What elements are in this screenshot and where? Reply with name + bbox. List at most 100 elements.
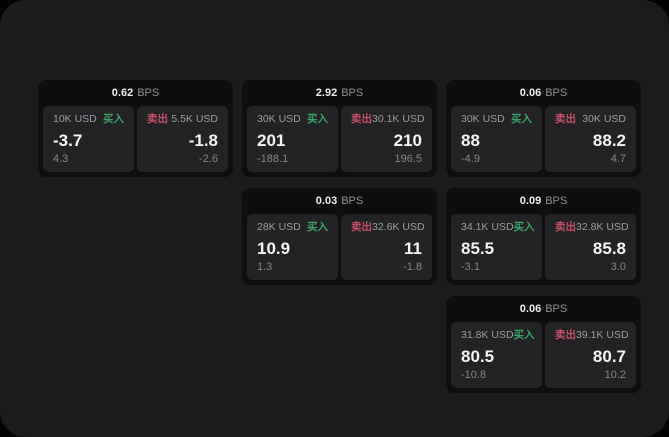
bps-unit: BPS xyxy=(137,86,160,99)
sell-quote-panel[interactable]: 卖出 32.8K USD 85.8 3.0 xyxy=(545,214,636,280)
buy-side-label: 买入 xyxy=(307,221,328,233)
buy-price: 80.5 xyxy=(461,346,495,366)
quote-card[interactable]: 0.62 BPS 10K USD 买入 -3.7 4.3 卖出 5.5K USD xyxy=(38,80,233,177)
buy-quote-panel[interactable]: 34.1K USD 买入 85.5 -3.1 xyxy=(451,214,542,280)
quote-card[interactable]: 0.03 BPS 28K USD 买入 10.9 1.3 卖出 32.6K US… xyxy=(242,188,437,285)
sell-side-label: 卖出 xyxy=(147,113,168,125)
buy-price: -3.7 xyxy=(53,130,83,150)
bps-value: 0.06 xyxy=(519,86,542,99)
sell-quote-panel[interactable]: 卖出 39.1K USD 80.7 10.2 xyxy=(545,322,636,388)
buy-panel-header: 30K USD 买入 xyxy=(461,114,532,125)
buy-side-label: 买入 xyxy=(511,113,532,125)
buy-panel-header: 10K USD 买入 xyxy=(53,114,124,125)
sell-price: 210 xyxy=(393,130,422,150)
quote-card-body: 10K USD 买入 -3.7 4.3 卖出 5.5K USD -1.8 -2.… xyxy=(38,106,233,177)
quote-card-body: 28K USD 买入 10.9 1.3 卖出 32.6K USD 11 -1.8 xyxy=(242,214,437,285)
sell-amount: 32.6K USD xyxy=(372,221,425,233)
buy-sub-value: 1.3 xyxy=(257,261,273,273)
bps-value: 2.92 xyxy=(315,86,338,99)
buy-panel-header: 31.8K USD 买入 xyxy=(461,329,535,341)
sell-side-label: 卖出 xyxy=(555,329,576,341)
quote-card-body: 30K USD 买入 88 -4.9 卖出 30K USD 88.2 4.7 xyxy=(446,106,641,177)
quote-card-grid: 0.62 BPS 10K USD 买入 -3.7 4.3 卖出 5.5K USD xyxy=(38,80,641,393)
buy-price: 201 xyxy=(257,130,286,150)
bps-header: 0.09 BPS xyxy=(446,188,641,214)
buy-panel-header: 28K USD 买入 xyxy=(257,222,328,233)
bps-value: 0.03 xyxy=(315,194,338,207)
buy-side-label: 买入 xyxy=(513,329,535,341)
quote-card[interactable]: 2.92 BPS 30K USD 买入 201 -188.1 卖出 30.1K … xyxy=(242,80,437,177)
buy-amount: 34.1K USD xyxy=(461,221,514,233)
buy-amount: 30K USD xyxy=(257,113,301,125)
buy-amount: 31.8K USD xyxy=(461,329,514,341)
sell-price: 88.2 xyxy=(592,130,626,150)
quote-card-body: 31.8K USD 买入 80.5 -10.8 卖出 39.1K USD 80.… xyxy=(446,322,641,393)
buy-price: 85.5 xyxy=(461,238,495,258)
sell-amount: 32.8K USD xyxy=(576,221,629,233)
buy-sub-value: 4.3 xyxy=(53,153,69,165)
sell-sub-value: -2.6 xyxy=(199,153,218,165)
bps-value: 0.09 xyxy=(519,194,542,207)
sell-price: -1.8 xyxy=(188,130,218,150)
bps-header: 0.06 BPS xyxy=(446,80,641,106)
buy-price: 88 xyxy=(461,130,480,150)
buy-quote-panel[interactable]: 10K USD 买入 -3.7 4.3 xyxy=(43,106,134,172)
sell-panel-header: 卖出 5.5K USD xyxy=(147,114,218,125)
sell-price: 80.7 xyxy=(592,346,626,366)
sell-side-label: 卖出 xyxy=(351,113,372,125)
bps-value: 0.62 xyxy=(111,86,134,99)
sell-sub-value: 196.5 xyxy=(394,153,422,165)
sell-sub-value: -1.8 xyxy=(403,261,422,273)
buy-price: 10.9 xyxy=(257,238,291,258)
sell-price: 85.8 xyxy=(592,238,626,258)
quote-card-body: 30K USD 买入 201 -188.1 卖出 30.1K USD 210 1… xyxy=(242,106,437,177)
buy-sub-value: -4.9 xyxy=(461,153,480,165)
sell-side-label: 卖出 xyxy=(555,221,576,233)
buy-panel-header: 34.1K USD 买入 xyxy=(461,221,535,233)
buy-amount: 10K USD xyxy=(53,113,97,125)
bps-unit: BPS xyxy=(545,86,568,99)
sell-amount: 5.5K USD xyxy=(171,113,218,125)
buy-panel-header: 30K USD 买入 xyxy=(257,114,328,125)
bps-unit: BPS xyxy=(545,194,568,207)
buy-quote-panel[interactable]: 30K USD 买入 88 -4.9 xyxy=(451,106,542,172)
sell-panel-header: 卖出 32.8K USD xyxy=(555,221,629,233)
quote-card[interactable]: 0.09 BPS 34.1K USD 买入 85.5 -3.1 卖出 32.8K… xyxy=(446,188,641,285)
sell-quote-panel[interactable]: 卖出 32.6K USD 11 -1.8 xyxy=(341,214,432,280)
bps-unit: BPS xyxy=(341,194,364,207)
quote-card[interactable]: 0.06 BPS 30K USD 买入 88 -4.9 卖出 30K USD xyxy=(446,80,641,177)
sell-side-label: 卖出 xyxy=(555,113,576,125)
sell-sub-value: 3.0 xyxy=(610,261,626,273)
bps-header: 2.92 BPS xyxy=(242,80,437,106)
bps-header: 0.62 BPS xyxy=(38,80,233,106)
sell-panel-header: 卖出 30.1K USD xyxy=(351,113,425,125)
sell-sub-value: 10.2 xyxy=(604,369,626,381)
buy-quote-panel[interactable]: 30K USD 买入 201 -188.1 xyxy=(247,106,338,172)
sell-panel-header: 卖出 32.6K USD xyxy=(351,221,425,233)
bps-value: 0.06 xyxy=(519,302,542,315)
sell-amount: 30.1K USD xyxy=(372,113,425,125)
buy-quote-panel[interactable]: 31.8K USD 买入 80.5 -10.8 xyxy=(451,322,542,388)
sell-quote-panel[interactable]: 卖出 30K USD 88.2 4.7 xyxy=(545,106,636,172)
buy-amount: 28K USD xyxy=(257,221,301,233)
buy-side-label: 买入 xyxy=(103,113,124,125)
sell-amount: 39.1K USD xyxy=(576,329,629,341)
buy-quote-panel[interactable]: 28K USD 买入 10.9 1.3 xyxy=(247,214,338,280)
bps-unit: BPS xyxy=(341,86,364,99)
sell-side-label: 卖出 xyxy=(351,221,372,233)
bps-unit: BPS xyxy=(545,302,568,315)
sell-quote-panel[interactable]: 卖出 30.1K USD 210 196.5 xyxy=(341,106,432,172)
sell-amount: 30K USD xyxy=(582,113,626,125)
buy-sub-value: -10.8 xyxy=(461,369,487,381)
sell-quote-panel[interactable]: 卖出 5.5K USD -1.8 -2.6 xyxy=(137,106,228,172)
quote-card[interactable]: 0.06 BPS 31.8K USD 买入 80.5 -10.8 卖出 39.1… xyxy=(446,296,641,393)
buy-side-label: 买入 xyxy=(513,221,535,233)
buy-sub-value: -188.1 xyxy=(257,153,289,165)
sell-panel-header: 卖出 39.1K USD xyxy=(555,329,629,341)
bps-header: 0.03 BPS xyxy=(242,188,437,214)
bps-header: 0.06 BPS xyxy=(446,296,641,322)
buy-side-label: 买入 xyxy=(307,113,328,125)
sell-sub-value: 4.7 xyxy=(610,153,626,165)
sell-panel-header: 卖出 30K USD xyxy=(555,114,626,125)
